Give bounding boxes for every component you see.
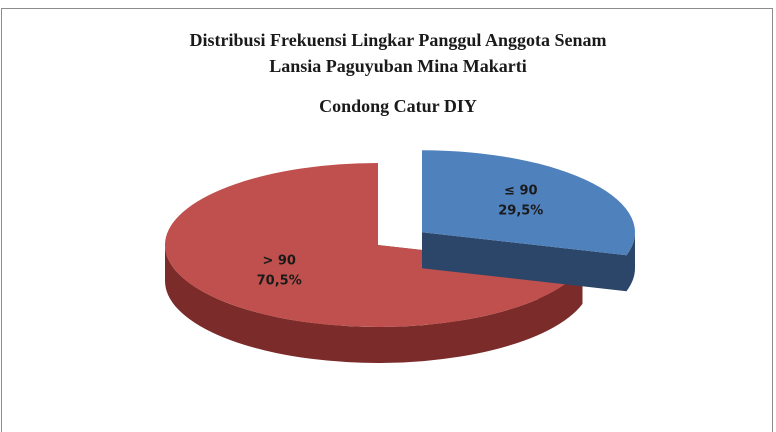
chart-title: Condong Catur DIY — [319, 96, 477, 116]
data-label-category: ≤ 90 — [504, 184, 538, 199]
data-label-category: > 90 — [262, 254, 296, 269]
chart-title: Distribusi Frekuensi Lingkar Panggul Ang… — [190, 30, 607, 50]
slice — [422, 150, 635, 256]
slice-side — [422, 232, 627, 292]
chart-title: Lansia Paguyuban Mina Makarti — [269, 56, 527, 76]
data-label-value: 29,5% — [498, 204, 543, 219]
data-label-value: 70,5% — [257, 274, 302, 289]
slice — [164, 162, 583, 327]
slice-side — [165, 245, 583, 363]
slice-side — [626, 232, 635, 292]
